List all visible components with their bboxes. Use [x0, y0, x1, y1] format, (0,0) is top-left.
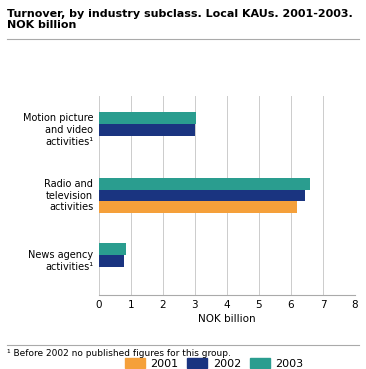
X-axis label: NOK billion: NOK billion	[198, 314, 256, 324]
Bar	[99, 244, 126, 255]
Text: Turnover, by industry subclass. Local KAUs. 2001-2003.: Turnover, by industry subclass. Local KA…	[7, 9, 353, 19]
Bar	[99, 190, 305, 201]
Text: ¹ Before 2002 no published figures for this group.: ¹ Before 2002 no published figures for t…	[7, 349, 231, 358]
Bar	[99, 124, 195, 136]
Bar	[99, 178, 310, 190]
Bar	[99, 201, 297, 213]
Text: NOK billion: NOK billion	[7, 20, 77, 30]
Bar	[99, 112, 197, 124]
Legend: 2001, 2002, 2003: 2001, 2002, 2003	[120, 354, 308, 369]
Bar	[99, 255, 124, 267]
